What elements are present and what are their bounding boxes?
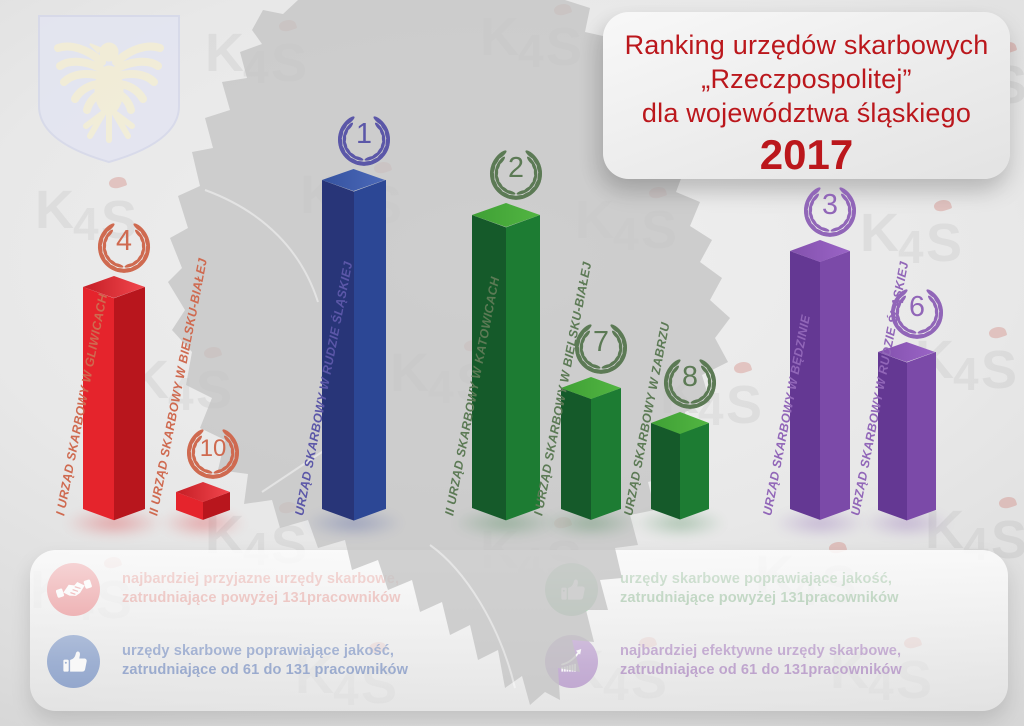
title-year: 2017 — [759, 131, 854, 178]
laurel-wreath-rank-1: 1 — [324, 103, 404, 170]
laurel-wreath-rank-2: 2 — [476, 137, 556, 204]
bar-rank-4: I URZĄD SKARBOWY W GLIWICACH 4 — [53, 223, 164, 550]
bar-right-face — [506, 215, 540, 521]
bar-top-face — [322, 169, 385, 191]
laurel-wreath-rank-10: 10 — [173, 416, 253, 483]
bar-rank-3: URZĄD SKARBOWY W BĘDZINIE 3 — [760, 187, 868, 550]
bar-rank-1: URZĄD SKARBOWY W RUDZIE ŚLĄSKIEJ 1 — [292, 116, 404, 550]
bar-right-face — [820, 251, 850, 520]
laurel-wreath-rank-4: 4 — [84, 210, 164, 277]
laurel-wreath-rank-6: 6 — [877, 276, 957, 343]
bar-rank-7: I URZĄD SKARBOWY W BIELSKU-BIAŁEJ 7 — [531, 261, 639, 550]
title-line-1: Ranking urzędów skarbowych — [624, 30, 989, 60]
bar-rank-8: URZĄD SKARBOWY W ZABRZU 8 — [621, 321, 727, 550]
bar-left-face — [651, 423, 680, 520]
svg-text:3: 3 — [822, 189, 838, 221]
laurel-wreath-rank-8: 8 — [650, 346, 730, 413]
bar-rank-6: URZĄD SKARBOWY W RUDZIE ŚLĄSKIEJ 6 — [848, 260, 953, 550]
bar-top-face — [651, 412, 709, 434]
svg-text:10: 10 — [200, 435, 227, 462]
title-line-3: dla województwa śląskiego — [641, 98, 972, 128]
bar-right-face — [680, 423, 709, 520]
svg-text:6: 6 — [909, 291, 925, 323]
laurel-wreath-rank-3: 3 — [790, 174, 870, 241]
bar-right-face — [114, 287, 145, 521]
laurel-wreath-rank-7: 7 — [561, 311, 641, 378]
bar-top-face — [176, 482, 230, 502]
silesian-coat-of-arms — [38, 15, 180, 164]
bar-rank-2: II URZĄD SKARBOWY W KATOWICACH 2 — [442, 150, 561, 550]
svg-text:1: 1 — [356, 118, 372, 150]
svg-text:7: 7 — [593, 326, 609, 358]
bar-rank-10: II URZĄD SKARBOWY W BIELSKU-BIAŁEJ 10 — [146, 257, 247, 550]
svg-text:2: 2 — [508, 152, 524, 184]
bar-right-face — [906, 352, 935, 521]
bar-top-face — [790, 240, 850, 262]
bar-top-face — [878, 342, 935, 362]
bar-right-face — [353, 180, 385, 521]
svg-text:4: 4 — [116, 225, 132, 257]
bar-top-face — [561, 377, 621, 399]
title-line-2: „Rzeczpospolitej” — [701, 64, 912, 94]
svg-text:8: 8 — [682, 361, 698, 393]
bar-right-face — [591, 388, 621, 520]
bar-top-face — [83, 276, 145, 298]
title-panel: Ranking urzędów skarbowych „Rzeczpospoli… — [603, 12, 1010, 179]
